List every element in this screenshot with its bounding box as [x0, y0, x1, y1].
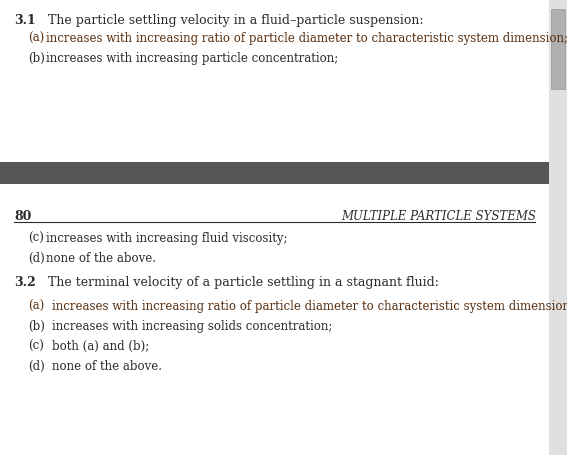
Text: (c): (c): [28, 232, 44, 244]
Text: increases with increasing fluid viscosity;: increases with increasing fluid viscosit…: [46, 232, 287, 244]
Bar: [549, 0, 567, 455]
Text: both (a) and (b);: both (a) and (b);: [52, 339, 149, 352]
Text: increases with increasing particle concentration;: increases with increasing particle conce…: [46, 52, 338, 65]
Text: (b): (b): [28, 319, 45, 332]
Bar: [0, 162, 549, 185]
Bar: [551, 10, 565, 90]
Text: The terminal velocity of a particle settling in a stagnant fluid:: The terminal velocity of a particle sett…: [48, 275, 439, 288]
Text: (d): (d): [28, 359, 45, 372]
Text: MULTIPLE PARTICLE SYSTEMS: MULTIPLE PARTICLE SYSTEMS: [341, 210, 536, 222]
Text: The particle settling velocity in a fluid–particle suspension:: The particle settling velocity in a flui…: [48, 14, 424, 27]
Text: 3.1: 3.1: [14, 14, 36, 27]
Text: 3.2: 3.2: [14, 275, 36, 288]
Text: none of the above.: none of the above.: [52, 359, 162, 372]
Text: (a): (a): [28, 32, 44, 45]
Text: none of the above.: none of the above.: [46, 252, 156, 264]
Text: (d): (d): [28, 252, 45, 264]
Text: increases with increasing ratio of particle diameter to characteristic system di: increases with increasing ratio of parti…: [52, 299, 567, 312]
Text: (b): (b): [28, 52, 45, 65]
Text: (c): (c): [28, 339, 44, 352]
Text: increases with increasing ratio of particle diameter to characteristic system di: increases with increasing ratio of parti…: [46, 32, 567, 45]
Text: (a): (a): [28, 299, 44, 312]
Text: 80: 80: [14, 210, 31, 222]
Text: increases with increasing solids concentration;: increases with increasing solids concent…: [52, 319, 332, 332]
